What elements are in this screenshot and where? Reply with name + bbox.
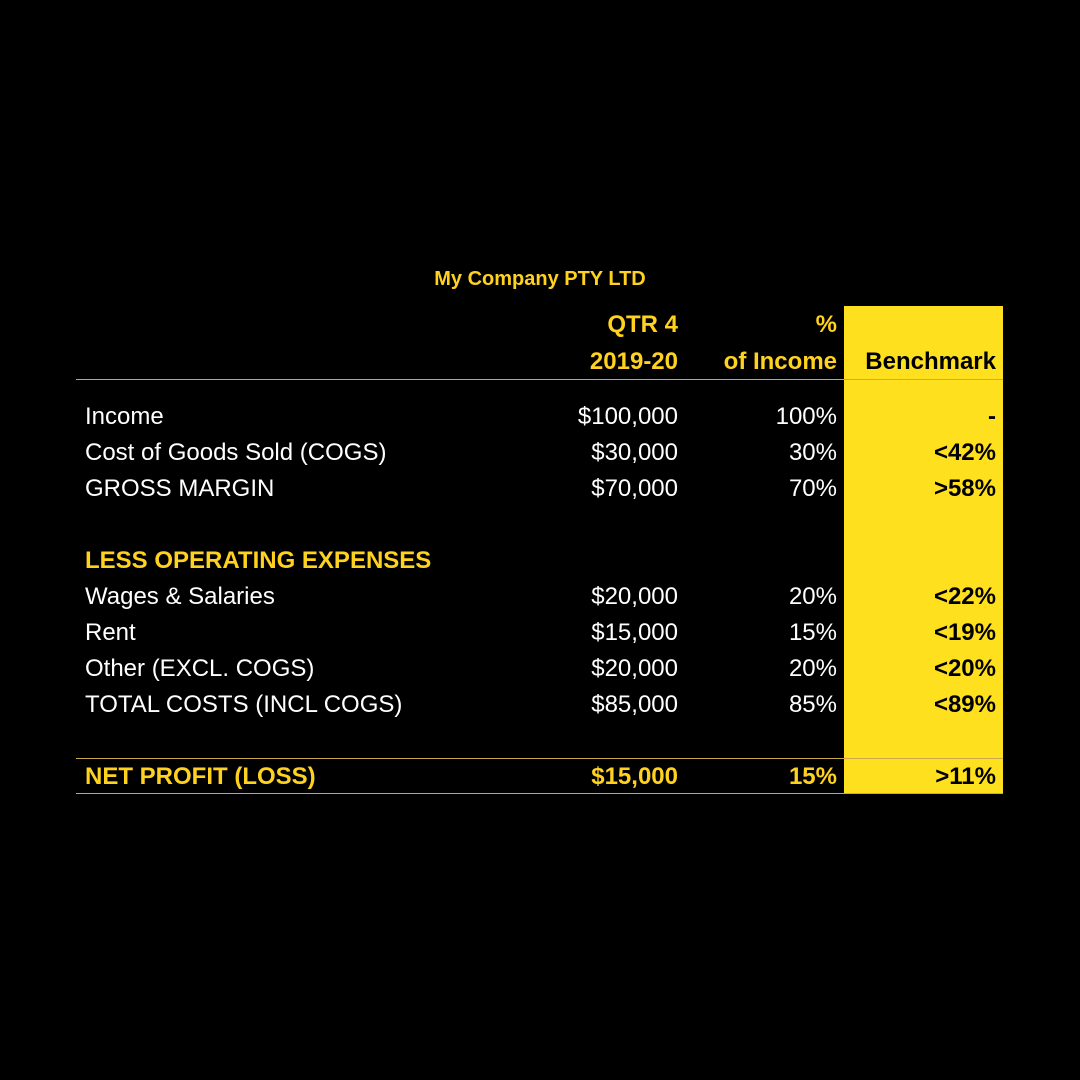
row-percent: 85% [788,691,837,718]
row-label: Income [85,403,164,430]
row-label: Rent [85,619,136,646]
net-profit-label: NET PROFIT (LOSS) [85,763,316,790]
table-row: Other (EXCL. COGS) $20,000 20% <20% [0,651,1080,687]
header-benchmark: Benchmark [865,348,996,375]
net-profit-bottom-divider [76,793,1003,794]
net-profit-amount: $15,000 [591,763,678,790]
row-benchmark: >58% [933,475,996,502]
table-row: Cost of Goods Sold (COGS) $30,000 30% <4… [0,435,1080,471]
row-percent: 15% [788,619,837,646]
row-benchmark: <42% [933,439,996,466]
net-profit-percent: 15% [788,763,837,790]
row-label: Cost of Goods Sold (COGS) [85,439,387,466]
table-row: Rent $15,000 15% <19% [0,615,1080,651]
header-row-1: QTR 4 % [0,307,1080,343]
header-pct-symbol: % [815,311,837,338]
row-percent: 100% [775,403,837,430]
row-label: Other (EXCL. COGS) [85,655,315,682]
table-row: Wages & Salaries $20,000 20% <22% [0,579,1080,615]
section-heading: LESS OPERATING EXPENSES [0,543,1080,579]
row-percent: 30% [788,439,837,466]
header-qtr: QTR 4 [607,311,678,338]
row-amount: $20,000 [591,583,678,610]
row-amount: $100,000 [577,403,678,430]
row-amount: $85,000 [591,691,678,718]
row-label: GROSS MARGIN [85,475,275,502]
row-amount: $20,000 [591,655,678,682]
header-of-income: of Income [723,348,837,375]
table-row: Income $100,000 100% - [0,399,1080,435]
row-benchmark: <89% [933,691,996,718]
row-amount: $30,000 [591,439,678,466]
row-label: TOTAL COSTS (INCL COGS) [85,691,403,718]
table-row: GROSS MARGIN $70,000 70% >58% [0,471,1080,507]
header-divider [76,379,1003,380]
table-row: TOTAL COSTS (INCL COGS) $85,000 85% <89% [0,687,1080,723]
row-percent: 70% [788,475,837,502]
net-profit-top-divider [76,758,1003,759]
row-label: Wages & Salaries [85,583,275,610]
row-benchmark: <19% [933,619,996,646]
row-benchmark: - [988,403,996,430]
net-profit-benchmark: >11% [935,763,996,790]
row-amount: $70,000 [591,475,678,502]
net-profit-row: NET PROFIT (LOSS) $15,000 15% >11% [0,759,1080,795]
benchmark-column-highlight [844,306,1003,794]
row-amount: $15,000 [591,619,678,646]
row-benchmark: <20% [933,655,996,682]
row-benchmark: <22% [933,583,996,610]
header-row-2: 2019-20 of Income Benchmark [0,344,1080,380]
row-percent: 20% [788,583,837,610]
row-percent: 20% [788,655,837,682]
company-title: My Company PTY LTD [434,268,646,290]
section-label: LESS OPERATING EXPENSES [85,547,432,574]
header-period: 2019-20 [589,348,678,375]
